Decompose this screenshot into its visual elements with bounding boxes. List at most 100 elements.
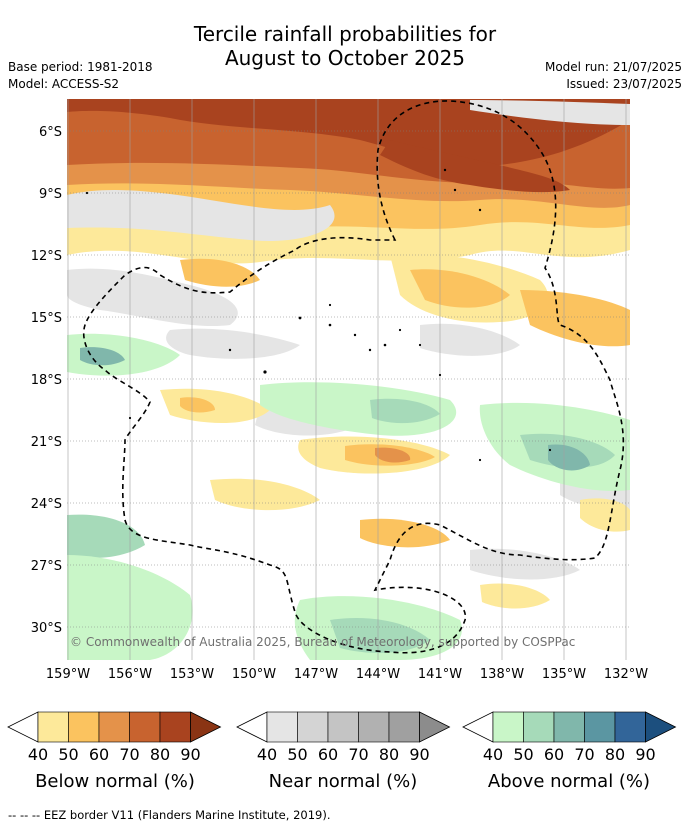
lat-tick: 15°S: [31, 311, 62, 326]
above-normal-patch-1: [67, 333, 180, 376]
map-figure: © Commonwealth of Australia 2025, Bureau…: [7, 99, 677, 764]
above-normal-patch-2-core: [370, 398, 440, 424]
legend-tick-label: 60: [89, 745, 109, 764]
lat-tick: 30°S: [31, 621, 62, 636]
lat-tick: 12°S: [31, 249, 62, 264]
legend-label-below: Below normal (%): [35, 771, 195, 792]
legend-color-cell: [523, 711, 555, 743]
legend-over-triangle: [645, 711, 677, 743]
above-normal-patch-3-core: [548, 444, 590, 471]
meridians: [67, 99, 627, 660]
legend-over-triangle: [190, 711, 222, 743]
graticule: [67, 130, 630, 628]
legend-over-triangle: [419, 711, 451, 743]
base-period: Base period: 1981-2018: [8, 60, 153, 74]
legends: 40 50 60 70 80 90 40 50 60 70 80 90 40 50 60 70 80 90: [7, 711, 677, 764]
lon-tick: 138°W: [480, 667, 524, 682]
legend-tick-label: 80: [150, 745, 170, 764]
legend-color-cell: [266, 711, 298, 743]
below-normal-patch-h: [480, 583, 550, 609]
meta-left: Base period: 1981-2018 Model: ACCESS-S2: [8, 59, 153, 93]
legend-color-cell: [327, 711, 359, 743]
near-normal-patch-5: [420, 323, 520, 356]
legend-tick-label: 90: [635, 745, 655, 764]
legend-tick-label: 40: [28, 745, 48, 764]
lat-tick: 9°S: [39, 187, 62, 202]
near-normal-patch-1: [67, 190, 335, 241]
legend-color-cell: [492, 711, 524, 743]
lat-tick: 18°S: [31, 373, 62, 388]
legend-under-triangle: [236, 711, 268, 743]
legend-below: 40 50 60 70 80 90: [7, 711, 222, 764]
lat-ticks: 6°S 9°S 12°S 15°S 18°S 21°S 24°S 27°S 30…: [31, 125, 62, 636]
near-normal-patch-7: [470, 548, 580, 580]
legend-tick-label: 40: [257, 745, 277, 764]
lon-tick: 147°W: [294, 667, 338, 682]
lat-tick: 24°S: [31, 497, 62, 512]
below-normal-patch-d-inner: [180, 397, 215, 413]
legend-tick-label: 90: [180, 745, 200, 764]
lon-tick: 150°W: [232, 667, 276, 682]
legend-color-cell: [388, 711, 420, 743]
legend-color-cell: [358, 711, 390, 743]
legend-tick-label: 70: [119, 745, 139, 764]
legend-color-cell: [37, 711, 69, 743]
legend-color-cell: [98, 711, 130, 743]
below-normal-80-patch: [380, 140, 570, 193]
legend-color-cell: [159, 711, 191, 743]
near-normal-patch-4: [166, 328, 300, 359]
legend-tick-label: 60: [318, 745, 338, 764]
legend-under-triangle: [462, 711, 494, 743]
meta-right: Model run: 21/07/2025 Issued: 23/07/2025: [545, 59, 682, 93]
legend-tick-label: 70: [348, 745, 368, 764]
below-normal-patch-c: [180, 258, 260, 287]
map-area: © Commonwealth of Australia 2025, Bureau…: [67, 99, 630, 660]
eez-footnote: -- -- -- EEZ border V11 (Flanders Marine…: [8, 808, 331, 822]
issued-date: Issued: 23/07/2025: [566, 77, 682, 91]
legend-tick-label: 60: [544, 745, 564, 764]
lon-tick: 153°W: [170, 667, 214, 682]
legend-under-triangle: [7, 711, 39, 743]
map-title: Tercile rainfall probabilities for Augus…: [0, 22, 690, 70]
title-line-1: Tercile rainfall probabilities for: [193, 22, 497, 46]
below-normal-patch-e-core: [375, 447, 411, 463]
below-normal-patch-i: [580, 498, 630, 532]
below-normal-patch-b: [520, 290, 630, 347]
legend-tick-label: 80: [379, 745, 399, 764]
lon-tick: 159°W: [46, 667, 90, 682]
lon-tick: 156°W: [108, 667, 152, 682]
lon-tick: 135°W: [542, 667, 586, 682]
legend-tick-label: 50: [287, 745, 307, 764]
near-normal-patch-2: [67, 268, 238, 327]
lat-tick: 6°S: [39, 125, 62, 140]
legend-color-cell: [553, 711, 585, 743]
lon-tick: 144°W: [356, 667, 400, 682]
below-normal-patch-d: [160, 388, 270, 424]
below-normal-80-band: [67, 99, 630, 166]
near-normal-patch-3: [470, 100, 630, 125]
legend-tick-label: 80: [605, 745, 625, 764]
lon-ticks: 159°W 156°W 153°W 150°W 147°W 144°W 141°…: [46, 667, 648, 682]
eez-border: [83, 100, 625, 654]
lon-tick: 141°W: [418, 667, 462, 682]
legend-color-cell: [614, 711, 646, 743]
below-normal-patch-f: [210, 478, 320, 511]
legend-tick-label: 50: [513, 745, 533, 764]
legend-color-cell: [297, 711, 329, 743]
title-line-2: August to October 2025: [224, 46, 466, 70]
legend-color-cell: [584, 711, 616, 743]
lat-tick: 27°S: [31, 559, 62, 574]
legend-tick-label: 50: [58, 745, 78, 764]
legend-label-above: Above normal (%): [487, 771, 651, 792]
copyright-text: © Commonwealth of Australia 2025, Bureau…: [70, 635, 575, 649]
lon-tick: 132°W: [604, 667, 648, 682]
legend-color-cell: [129, 711, 161, 743]
legend-tick-label: 70: [574, 745, 594, 764]
legend-above: 40 50 60 70 80 90: [462, 711, 677, 764]
model-name: Model: ACCESS-S2: [8, 77, 120, 91]
legend-near: 40 50 60 70 80 90: [236, 711, 451, 764]
model-run: Model run: 21/07/2025: [544, 60, 682, 74]
above-normal-patch-1-core: [80, 347, 125, 366]
below-normal-patch-a-inner: [410, 269, 510, 308]
lat-tick: 21°S: [31, 435, 62, 450]
